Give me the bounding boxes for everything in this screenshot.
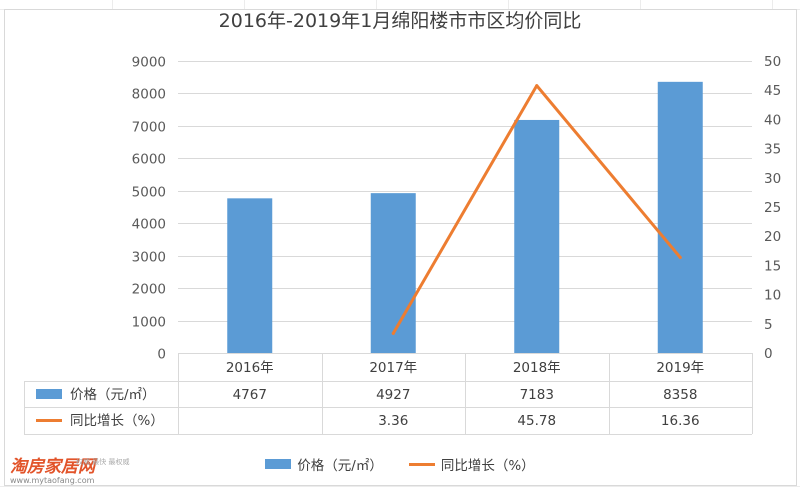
line-point (391, 331, 395, 335)
bar (370, 193, 416, 353)
watermark-logo-text: 淘房家居网 (10, 457, 95, 477)
bar (514, 119, 560, 353)
y-left-tick-label: 5000 (132, 185, 166, 201)
table-cell-growth: 3.36 (378, 413, 408, 429)
y-left-tick-label: 0 (157, 347, 166, 363)
x-category-label: 2017年 (369, 360, 417, 376)
legend: 价格（元/㎡） 同比增长（%） (0, 454, 800, 474)
watermark-logo: 淘房家居网 权威 最快 最权威 www.mytaofang.com (10, 457, 129, 485)
bar-series (227, 81, 703, 353)
line-series (391, 84, 682, 335)
y-left-tick-label: 6000 (132, 152, 166, 168)
legend-label-bar: 价格（元/㎡） (297, 458, 383, 474)
y-right-tick-label: 30 (764, 171, 781, 187)
y-right-tick-label: 0 (764, 346, 773, 362)
y-left-tick-label: 3000 (132, 250, 166, 266)
x-category-label: 2019年 (656, 360, 704, 376)
y-right-tick-label: 20 (764, 229, 781, 245)
table-cell-growth: 16.36 (661, 413, 700, 429)
y-right-tick-label: 15 (764, 258, 781, 274)
y-right-tick-label: 45 (764, 83, 781, 99)
y-right-tick-label: 25 (764, 200, 781, 216)
legend-swatch-bar (265, 459, 292, 469)
legend-item-bar: 价格（元/㎡） (265, 454, 383, 474)
y-left-tick-label: 4000 (132, 217, 166, 233)
watermark-url: www.mytaofang.com (10, 476, 95, 485)
x-category-label: 2018年 (513, 360, 561, 376)
table-cell-growth: 45.78 (517, 413, 556, 429)
y-right-tick-label: 40 (764, 112, 781, 128)
bar (657, 81, 703, 353)
legend-label-line: 同比增长（%） (440, 458, 535, 474)
x-category-label: 2016年 (226, 360, 274, 376)
table-cell-price: 4927 (376, 387, 410, 403)
y-left-tick-label: 1000 (132, 315, 166, 331)
legend-swatch-line (408, 462, 435, 466)
y-right-tick-label: 50 (764, 54, 781, 70)
y-left-tick-label: 9000 (132, 55, 166, 71)
table-row-label-growth: 同比增长（%） (70, 413, 164, 429)
line-point (535, 84, 539, 88)
line-point (678, 255, 682, 259)
legend-item-line: 同比增长（%） (408, 454, 535, 474)
y-right-tick-label: 10 (764, 288, 781, 304)
table-cell-price: 4767 (233, 387, 267, 403)
chart-title: 2016年-2019年1月绵阳楼市市区均价同比 (218, 10, 582, 32)
bar (227, 198, 273, 353)
y-axis-right: 0 5 10 15 20 25 30 35 40 45 50 (764, 54, 781, 362)
watermark-slogan: 权威 最快 最权威 (76, 458, 130, 466)
y-left-tick-label: 7000 (132, 120, 166, 136)
y-left-tick-label: 8000 (132, 87, 166, 103)
y-axis-left: 0 1000 2000 3000 4000 5000 6000 7000 8000 9000 (132, 55, 166, 363)
table-cell-price: 7183 (520, 387, 554, 403)
y-right-tick-label: 5 (764, 317, 773, 333)
table-swatch-bar (36, 389, 62, 399)
y-left-tick-label: 2000 (132, 282, 166, 298)
table-row-label-price: 价格（元/㎡） (70, 387, 156, 403)
y-right-tick-label: 35 (764, 142, 781, 158)
table-cell-price: 8358 (663, 387, 697, 403)
